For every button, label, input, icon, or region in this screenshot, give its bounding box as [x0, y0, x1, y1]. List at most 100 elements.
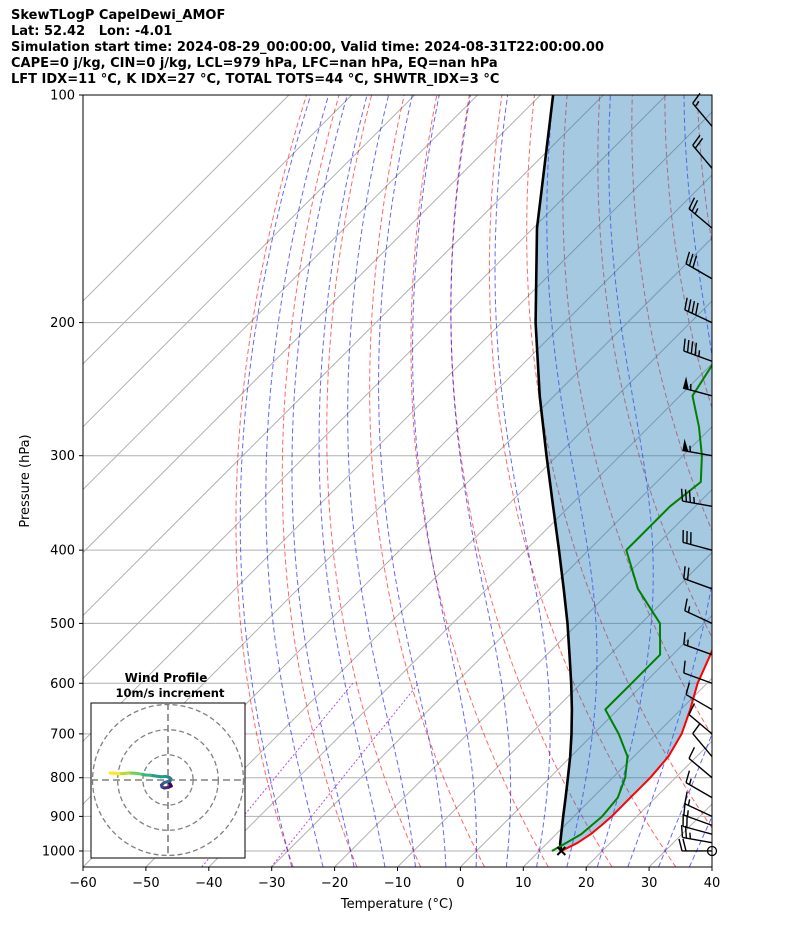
isotherm-gridline	[83, 95, 604, 617]
y-tick-label: 600	[50, 677, 75, 692]
y-tick-label: 200	[50, 316, 75, 331]
dry-adiabat	[235, 95, 307, 867]
moist-adiabat	[265, 95, 330, 867]
isotherm-gridline	[271, 425, 712, 867]
moist-adiabat	[627, 95, 712, 867]
isotherm-gridline	[83, 95, 478, 491]
x-axis-label: Temperature (°C)	[340, 897, 453, 912]
hodograph-subtitle: 10m/s increment	[116, 686, 225, 700]
isotherm-gridline	[522, 677, 712, 867]
isotherm-gridline	[334, 488, 712, 867]
wind-barb	[684, 297, 713, 324]
wind-barb	[685, 682, 713, 711]
parcel-profile-line	[534, 95, 574, 852]
isotherm-gridline	[83, 95, 541, 554]
moist-adiabat	[494, 95, 551, 867]
y-axis-label: Pressure (hPa)	[18, 434, 33, 527]
moist-adiabat	[658, 732, 712, 867]
moist-adiabat	[291, 95, 355, 867]
y-tick-label: 1000	[42, 844, 75, 859]
moist-adiabat	[720, 95, 794, 867]
isotherm-gridline	[397, 551, 712, 867]
x-tick-label: −50	[132, 876, 159, 891]
title-line: Simulation start time: 2024-08-29_00:00:…	[11, 40, 604, 55]
title-line: Lat: 52.42 Lon: -4.01	[11, 24, 173, 39]
y-tick-label: 800	[50, 771, 75, 786]
isotherm-gridline	[711, 866, 712, 867]
x-tick-label: −40	[195, 876, 222, 891]
y-tick-label: 900	[50, 810, 75, 825]
x-tick-label: 30	[641, 876, 658, 891]
y-tick-label: 300	[50, 449, 75, 464]
y-tick-label: 700	[50, 727, 75, 742]
isotherm-gridline	[83, 95, 353, 365]
x-tick-label: −30	[258, 876, 285, 891]
parcel-start-marker	[556, 846, 567, 856]
wind-barb	[688, 197, 713, 229]
wind-barb	[688, 747, 713, 779]
title-line: LFT IDX=11 °C, K IDX=27 °C, TOTAL TOTS=4…	[11, 72, 500, 87]
x-tick-label: 0	[456, 876, 464, 891]
moist-adiabat	[752, 95, 794, 867]
x-tick-label: −10	[384, 876, 411, 891]
moist-adiabat	[546, 95, 598, 867]
wind-barb	[683, 338, 713, 362]
wind-barb	[682, 376, 713, 397]
isotherm-gridline	[83, 95, 416, 428]
wind-barb	[692, 134, 713, 169]
x-tick-label: 20	[578, 876, 595, 891]
y-tick-label: 400	[50, 544, 75, 559]
isotherm-gridline	[145, 300, 712, 867]
wind-barb	[683, 802, 713, 827]
dry-adiabat	[369, 95, 485, 867]
dry-adiabat	[281, 95, 358, 867]
dry-adiabat	[410, 95, 549, 867]
y-tick-label: 500	[50, 617, 75, 632]
dewpoint-line	[551, 363, 712, 852]
moist-adiabat	[239, 95, 312, 867]
wind-barb	[685, 770, 713, 799]
wind-barb	[685, 251, 713, 280]
title-line: CAPE=0 j/kg, CIN=0 j/kg, LCL=979 hPa, LF…	[11, 56, 498, 71]
moist-adiabat	[378, 95, 447, 867]
wind-barb	[688, 703, 713, 735]
wind-barb	[678, 838, 712, 852]
wind-barb	[683, 632, 713, 656]
wind-barb	[682, 813, 713, 835]
isotherm-gridline	[83, 111, 712, 742]
chart-title: SkewTLogP CapelDewi_AMOF Lat: 52.42 Lon:…	[11, 8, 604, 88]
isotherm-gridline	[460, 614, 712, 867]
wind-barb	[680, 488, 713, 507]
x-tick-label: 40	[704, 876, 721, 891]
y-tick-label: 100	[50, 89, 75, 104]
hodograph-plot	[91, 703, 245, 858]
moist-adiabat	[318, 95, 386, 867]
wind-barb	[683, 566, 713, 590]
moist-adiabat	[347, 95, 416, 867]
wind-barb	[680, 825, 713, 844]
wind-barb	[682, 438, 713, 457]
x-tick-label: 10	[515, 876, 532, 891]
isotherm-gridline	[775, 95, 794, 867]
mixing-ratio-line	[270, 682, 419, 867]
title-line: SkewTLogP CapelDewi_AMOF	[11, 8, 226, 23]
temperature-line	[560, 647, 712, 852]
hodograph-title: Wind Profile	[125, 671, 208, 685]
wind-barb	[692, 723, 713, 757]
x-tick-label: −60	[69, 876, 96, 891]
dry-adiabat	[488, 95, 677, 867]
isotherm-gridline	[83, 95, 290, 302]
wind-barb	[683, 660, 713, 684]
dry-adiabat	[763, 95, 794, 867]
dry-adiabat	[730, 95, 794, 867]
wind-barb	[684, 598, 713, 625]
wind-barb	[682, 530, 713, 551]
wind-barb	[684, 791, 713, 818]
wind-barb	[692, 92, 713, 127]
x-tick-label: −20	[321, 876, 348, 891]
calm-wind-circle	[706, 845, 718, 857]
moist-adiabat	[450, 95, 512, 867]
moist-adiabat	[412, 95, 477, 867]
isotherm-gridline	[208, 363, 712, 867]
